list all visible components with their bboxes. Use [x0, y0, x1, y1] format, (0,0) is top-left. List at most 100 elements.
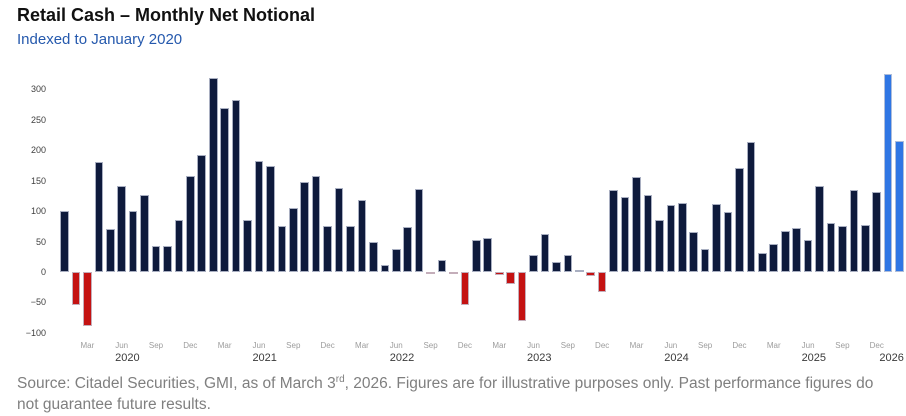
bar-aug-2024 — [689, 232, 698, 272]
bar-sep-2024 — [700, 248, 710, 272]
source-text-line2: not guarantee future results. — [17, 396, 211, 413]
x-tick-label: Mar — [766, 341, 781, 350]
bar-may-2022 — [380, 265, 390, 272]
bar-oct-2025 — [849, 189, 859, 272]
bar-dec-2022 — [460, 272, 470, 306]
x-tick-label: Sep — [698, 341, 713, 350]
bar-jan-2025 — [746, 142, 756, 272]
bar-aug-2020 — [140, 195, 149, 272]
bar-mar-2025 — [769, 244, 779, 272]
bar-nov-2023 — [586, 272, 596, 277]
year-label-2024: 2024 — [664, 352, 689, 364]
bar-may-2021 — [243, 219, 252, 272]
bar-mar-2023 — [494, 272, 504, 276]
x-tick-label: Mar — [217, 341, 232, 350]
bar-jul-2020 — [128, 211, 138, 272]
source-text-line1: Source: Citadel Securities, GMI, as of M… — [17, 375, 336, 392]
y-axis-label: 0 — [40, 267, 46, 277]
bar-sep-2025 — [838, 225, 847, 272]
x-tick-label: Sep — [286, 341, 301, 350]
bar-dec-2024 — [735, 167, 744, 272]
x-tick-label: Dec — [732, 341, 747, 350]
y-axis-label: 150 — [30, 175, 46, 186]
x-tick-label: Sep — [423, 341, 438, 350]
bar-jan-2021 — [197, 154, 207, 272]
bar-mar-2024 — [632, 177, 641, 272]
bar-jul-2023 — [540, 233, 550, 272]
bar-apr-2021 — [231, 99, 241, 272]
bar-sep-2021 — [289, 208, 298, 272]
bar-sep-2020 — [151, 246, 161, 272]
x-tick-label: Jun — [115, 341, 129, 350]
x-tick-label: Jun — [389, 341, 403, 350]
monthly-net-notional-bar-chart: 300 250 200 150 100 50 0 −50 −100 Mar Jun Sep Dec Mar… — [25, 74, 904, 364]
y-axis-label: 250 — [30, 114, 46, 125]
bar-mar-2020 — [83, 272, 92, 326]
bar-oct-2021 — [300, 181, 310, 272]
y-axis-label: −100 — [25, 327, 46, 338]
bar-feb-2021 — [208, 78, 218, 272]
y-axis-label: 50 — [35, 236, 46, 247]
x-tick-label: Jun — [664, 341, 678, 350]
bar-jan-2022 — [334, 188, 344, 272]
bar-jun-2023 — [529, 254, 538, 272]
year-label-2021: 2021 — [252, 352, 277, 364]
bar-jun-2024 — [666, 205, 676, 272]
bar-jul-2025 — [815, 185, 824, 272]
bar-may-2025 — [792, 227, 801, 272]
x-tick-label: Dec — [595, 341, 610, 350]
x-tick-label: Dec — [869, 341, 884, 350]
bar-apr-2023 — [506, 272, 515, 285]
year-label-2022: 2022 — [389, 352, 415, 364]
bar-apr-2024 — [643, 195, 653, 272]
x-tick-label: Jun — [252, 341, 266, 350]
bar-mar-2022 — [357, 200, 367, 272]
y-axis-label: 300 — [30, 84, 46, 95]
bar-mar-2021 — [220, 108, 229, 272]
bar-nov-2025 — [861, 224, 870, 272]
x-tick-label: Dec — [457, 341, 472, 350]
x-tick-label: Mar — [629, 341, 644, 350]
bar-jun-2020 — [117, 185, 126, 272]
x-tick-label: Mar — [80, 341, 95, 350]
bar-jan-2026 — [883, 74, 893, 272]
bar-jun-2021 — [254, 161, 264, 272]
bar-may-2020 — [105, 229, 115, 272]
bar-feb-2025 — [758, 252, 767, 272]
x-tick-label: Mar — [492, 341, 507, 350]
bar-feb-2026 — [895, 141, 904, 272]
bar-apr-2025 — [780, 231, 790, 272]
bar-oct-2024 — [712, 203, 721, 272]
bar-nov-2021 — [311, 176, 321, 272]
year-label-2026: 2026 — [879, 352, 904, 364]
bar-jul-2022 — [403, 226, 412, 272]
bar-sep-2022 — [426, 272, 435, 274]
bar-dec-2021 — [323, 226, 332, 272]
bar-feb-2023 — [483, 237, 493, 272]
bar-sep-2023 — [563, 254, 573, 272]
source-text-line1-end: , 2026. Figures are for illustrative pur… — [344, 375, 874, 392]
source-superscript: rd — [335, 373, 345, 385]
bar-feb-2024 — [620, 197, 630, 272]
bar-aug-2022 — [414, 189, 424, 272]
chart-subtitle: Indexed to January 2020 — [17, 31, 183, 48]
x-tick-label: Jun — [801, 341, 815, 350]
x-tick-label: Dec — [183, 341, 198, 350]
source-footnote: Source: Citadel Securities, GMI, as of M… — [17, 373, 901, 415]
bar-feb-2022 — [346, 225, 355, 272]
bar-jul-2024 — [677, 203, 687, 272]
x-tick-label: Sep — [835, 341, 850, 350]
bar-dec-2020 — [186, 176, 195, 272]
bar-oct-2020 — [163, 245, 172, 272]
bar-nov-2024 — [723, 211, 733, 272]
bar-aug-2021 — [277, 225, 287, 272]
bar-jun-2022 — [391, 248, 401, 272]
page-title: Retail Cash – Monthly Net Notional — [17, 5, 316, 25]
bar-jan-2024 — [609, 189, 618, 272]
bar-aug-2025 — [826, 222, 836, 272]
y-axis-label: −50 — [30, 297, 46, 308]
bar-feb-2020 — [71, 272, 81, 306]
bar-jan-2020 — [60, 211, 69, 272]
bar-jan-2023 — [472, 240, 481, 272]
year-label-2020: 2020 — [115, 352, 140, 364]
